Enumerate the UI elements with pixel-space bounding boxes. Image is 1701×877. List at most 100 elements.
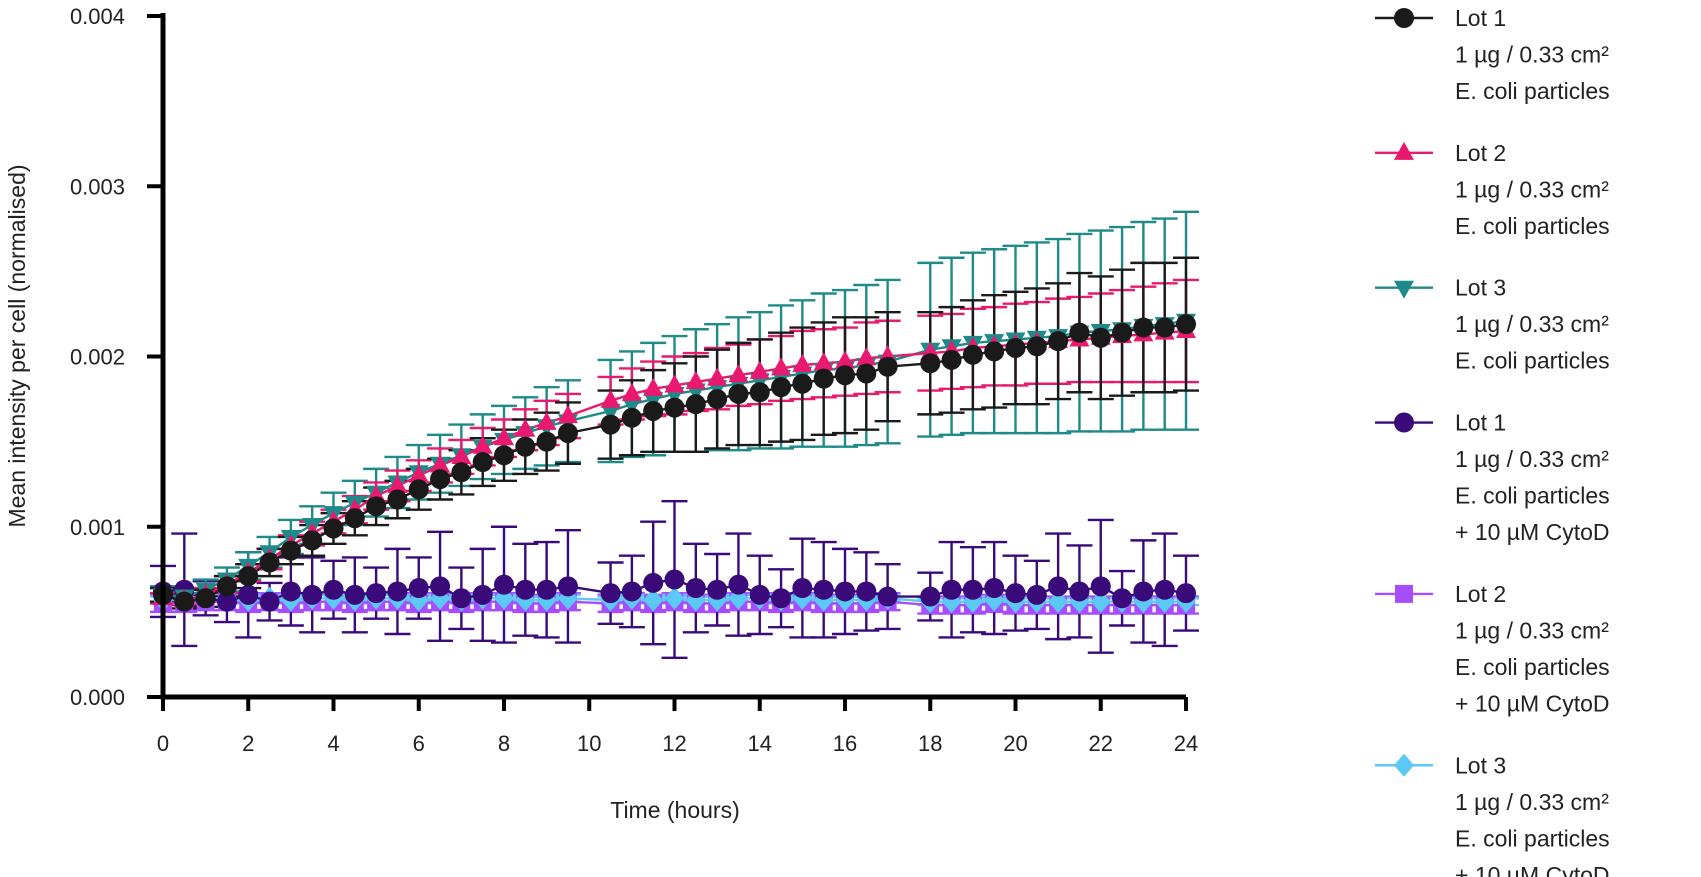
series-1-point: [1005, 337, 1026, 358]
series-2-point: [494, 427, 514, 446]
series-1-point: [280, 540, 301, 561]
legend-entry-5-swatch-marker: [1395, 584, 1413, 603]
series-1-point: [835, 365, 855, 386]
series-2-point: [557, 405, 578, 424]
series-4-point: [1154, 579, 1175, 600]
series-1-point: [685, 394, 706, 415]
series-1-point: [302, 530, 323, 551]
series-6-point: [643, 588, 664, 612]
legend-entry-4-label: Lot 1: [1455, 410, 1506, 436]
series-1-point: [1176, 314, 1196, 335]
legend-entry-3-label: Lot 3: [1455, 275, 1506, 301]
series-2-point: [707, 367, 728, 386]
series-1-point: [430, 469, 451, 490]
legend-entry-3-label: E. coli particles: [1455, 348, 1610, 374]
legend-entry-4-label: E. coli particles: [1455, 483, 1610, 509]
series-4-point: [813, 579, 834, 600]
series-2-point: [621, 382, 642, 401]
series-4-point: [1133, 581, 1154, 602]
series-4-point: [408, 578, 429, 599]
series-4-point: [1069, 581, 1090, 602]
series-1-point: [1090, 327, 1111, 348]
series-4-point: [387, 581, 408, 602]
series-4-point: [430, 576, 451, 597]
series-1-point: [344, 508, 365, 529]
series-2-point: [856, 347, 877, 366]
series-4-point: [621, 581, 642, 602]
series-2-point: [728, 364, 749, 383]
series-1-point: [771, 377, 792, 398]
series-1-point: [600, 414, 621, 435]
series-4-point: [515, 579, 536, 600]
series-4-point: [1112, 588, 1133, 609]
series-4-point: [920, 586, 941, 607]
series-6-point: [1048, 590, 1069, 614]
series-4-point: [728, 574, 749, 595]
series-1-point: [984, 341, 1005, 362]
series-2-point: [408, 464, 429, 483]
series-1-point: [408, 479, 429, 500]
series-4-point: [1048, 576, 1069, 597]
x-tick-label: 6: [413, 731, 425, 756]
series-1-point: [557, 423, 578, 444]
series-1-point: [920, 353, 941, 374]
series-1-point: [366, 496, 387, 517]
series-1-point: [643, 400, 664, 421]
series-1-point: [494, 445, 514, 466]
series-4-point: [1005, 583, 1026, 604]
series-2-point: [749, 360, 770, 379]
series-1-point: [664, 397, 685, 418]
series-4-point: [749, 584, 770, 605]
legend-entry-6-label: + 10 µM CytoD: [1455, 862, 1610, 877]
x-tick-label: 22: [1089, 731, 1113, 756]
x-axis-title: Time (hours): [610, 797, 740, 823]
series-4-point: [792, 578, 813, 599]
series-1-point: [195, 588, 216, 609]
series-4-point: [494, 574, 514, 595]
series-1-point: [792, 373, 813, 394]
series-1-point: [728, 383, 749, 404]
series-4-point: [1026, 584, 1047, 605]
series-6-point: [1090, 590, 1111, 614]
x-tick-label: 4: [327, 731, 339, 756]
series-1-point: [962, 344, 983, 365]
series-4-point: [1090, 576, 1111, 597]
series-2-point: [664, 374, 685, 393]
x-tick-label: 14: [748, 731, 772, 756]
series-4-point: [280, 581, 301, 602]
series-2-point: [451, 445, 472, 464]
series-1-point: [238, 566, 259, 587]
series-1-point: [259, 552, 280, 573]
ticks: 0 2 4 6 8 10 12 14 16 18 20 22 240.0000.0010.0020.00…: [70, 4, 1198, 756]
series-1-point: [387, 489, 408, 510]
legend-entry-1-label: E. coli particles: [1455, 78, 1610, 104]
x-tick-label: 20: [1003, 731, 1027, 756]
series-1-point: [749, 382, 770, 403]
series-1-point: [174, 591, 195, 612]
series-2-point: [536, 411, 557, 430]
legend-entry-5-label: + 10 µM CytoD: [1455, 690, 1610, 716]
series-4-point: [259, 591, 280, 612]
y-tick-label: 0.001: [70, 515, 125, 540]
legend-entry-6-label: Lot 3: [1455, 752, 1506, 778]
x-tick-label: 16: [833, 731, 857, 756]
series-4-point: [302, 584, 323, 605]
series-1-point: [451, 462, 472, 483]
x-tick-label: 18: [918, 731, 942, 756]
legend-entry-2-label: Lot 2: [1455, 140, 1506, 166]
series-4-point: [238, 584, 259, 605]
data-points: [153, 313, 1196, 615]
y-tick-label: 0.004: [70, 4, 125, 29]
series-2-point: [771, 357, 792, 376]
series-4-point: [600, 583, 621, 604]
series-1-point: [941, 349, 962, 370]
series-2-point: [813, 352, 834, 371]
series-4-point: [216, 591, 237, 612]
legend-entry-1-label: Lot 1: [1455, 5, 1506, 31]
series-1-point: [536, 431, 557, 452]
series-1-point: [621, 407, 642, 428]
legend-entry-1-label: 1 µg / 0.33 cm²: [1455, 42, 1609, 68]
series-6-point: [664, 586, 685, 610]
x-tick-label: 10: [577, 731, 601, 756]
